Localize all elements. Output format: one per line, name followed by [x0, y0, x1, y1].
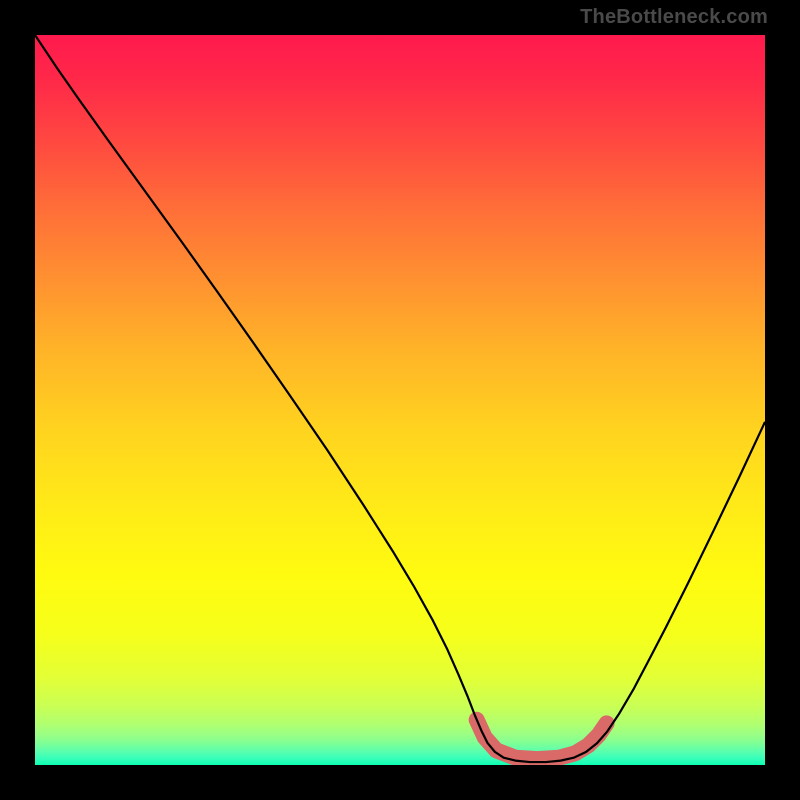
plot-area: [35, 35, 765, 765]
watermark-text: TheBottleneck.com: [580, 6, 768, 29]
bottleneck-curve: [35, 35, 765, 762]
frame: TheBottleneck.com: [0, 0, 800, 800]
chart-svg: [35, 35, 765, 765]
